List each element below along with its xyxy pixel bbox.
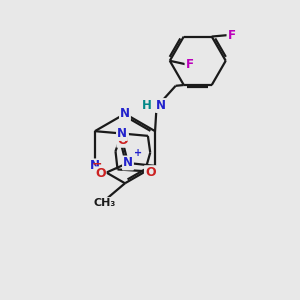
Text: CH₃: CH₃ — [93, 198, 116, 208]
Text: F: F — [227, 28, 236, 42]
Text: N: N — [156, 99, 166, 112]
Text: N: N — [123, 157, 133, 169]
Text: O: O — [145, 166, 156, 179]
Text: N: N — [120, 107, 130, 120]
Text: N: N — [117, 127, 127, 140]
Text: O: O — [117, 134, 128, 147]
Text: H: H — [142, 99, 152, 112]
Text: N: N — [90, 159, 100, 172]
Text: −: − — [92, 158, 102, 171]
Text: +: + — [134, 148, 142, 158]
Text: O: O — [95, 167, 106, 180]
Text: F: F — [185, 58, 194, 71]
